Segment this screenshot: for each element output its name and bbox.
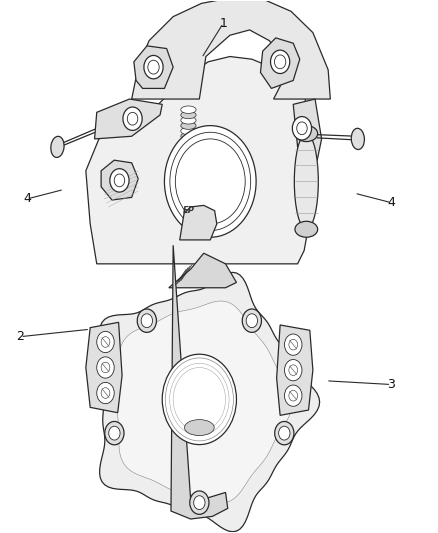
Polygon shape bbox=[293, 99, 321, 165]
Polygon shape bbox=[99, 272, 320, 532]
Polygon shape bbox=[86, 322, 122, 413]
Polygon shape bbox=[86, 56, 317, 264]
Circle shape bbox=[105, 422, 124, 445]
Circle shape bbox=[246, 314, 258, 328]
Circle shape bbox=[242, 309, 261, 333]
Text: EP: EP bbox=[183, 206, 194, 215]
Circle shape bbox=[137, 309, 156, 333]
Polygon shape bbox=[134, 46, 173, 88]
Ellipse shape bbox=[181, 143, 196, 151]
Polygon shape bbox=[101, 160, 138, 200]
Circle shape bbox=[123, 107, 142, 131]
Circle shape bbox=[285, 385, 302, 406]
Polygon shape bbox=[169, 253, 237, 288]
Ellipse shape bbox=[181, 122, 196, 130]
Text: 2: 2 bbox=[16, 330, 24, 343]
Ellipse shape bbox=[295, 126, 318, 142]
Polygon shape bbox=[132, 0, 330, 99]
Ellipse shape bbox=[184, 419, 214, 435]
Circle shape bbox=[110, 168, 129, 192]
Ellipse shape bbox=[181, 106, 196, 114]
Polygon shape bbox=[95, 99, 162, 139]
Ellipse shape bbox=[294, 134, 318, 229]
Circle shape bbox=[194, 496, 205, 510]
Circle shape bbox=[162, 354, 237, 445]
Ellipse shape bbox=[181, 133, 196, 140]
Ellipse shape bbox=[164, 126, 256, 237]
Circle shape bbox=[285, 334, 302, 356]
Ellipse shape bbox=[295, 221, 318, 237]
Text: 1: 1 bbox=[219, 17, 227, 29]
Text: 3: 3 bbox=[388, 378, 396, 391]
Circle shape bbox=[97, 357, 114, 378]
Circle shape bbox=[109, 426, 120, 440]
Circle shape bbox=[141, 314, 152, 328]
Polygon shape bbox=[171, 245, 228, 519]
Circle shape bbox=[292, 117, 311, 140]
Circle shape bbox=[275, 422, 294, 445]
Circle shape bbox=[285, 360, 302, 381]
Polygon shape bbox=[261, 38, 300, 88]
Text: 4: 4 bbox=[388, 196, 396, 209]
Circle shape bbox=[271, 50, 290, 74]
Polygon shape bbox=[277, 325, 313, 415]
Ellipse shape bbox=[51, 136, 64, 157]
Circle shape bbox=[97, 382, 114, 403]
Ellipse shape bbox=[181, 127, 196, 135]
Ellipse shape bbox=[351, 128, 364, 150]
Ellipse shape bbox=[181, 138, 196, 146]
Circle shape bbox=[97, 332, 114, 353]
Text: 4: 4 bbox=[23, 192, 31, 206]
Circle shape bbox=[144, 55, 163, 79]
Polygon shape bbox=[60, 0, 361, 277]
Circle shape bbox=[190, 491, 209, 514]
Polygon shape bbox=[180, 205, 217, 240]
Ellipse shape bbox=[181, 117, 196, 124]
Polygon shape bbox=[117, 301, 293, 503]
Circle shape bbox=[279, 426, 290, 440]
Ellipse shape bbox=[181, 111, 196, 119]
